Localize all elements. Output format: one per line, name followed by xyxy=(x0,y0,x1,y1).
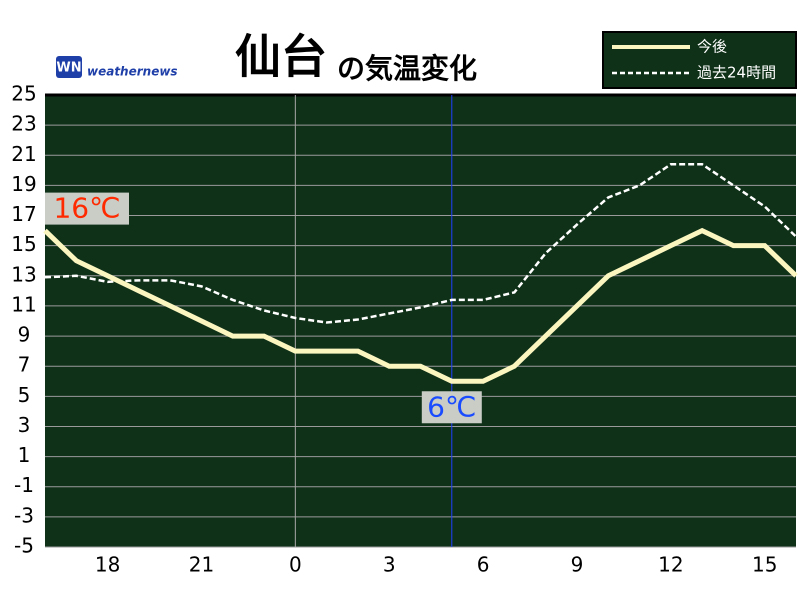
annotation-text: 16℃ xyxy=(53,192,120,225)
past-line xyxy=(44,163,797,324)
y-tick-label: 15 xyxy=(11,232,36,256)
forecast-line xyxy=(43,227,798,384)
annotation-box xyxy=(421,391,482,424)
y-tick-label: 25 xyxy=(11,82,36,106)
y-tick-label: 3 xyxy=(18,413,31,437)
legend-label: 過去24時間 xyxy=(697,64,776,82)
y-tick-label: 21 xyxy=(11,142,36,166)
y-tick-label: 17 xyxy=(11,202,36,226)
y-tick-label: 11 xyxy=(11,292,36,316)
x-tick-label: 3 xyxy=(383,553,396,577)
annotation-text: 6℃ xyxy=(427,390,476,423)
annotation: 6℃ xyxy=(421,390,482,424)
y-tick-label: 23 xyxy=(11,112,36,136)
y-tick-label: 19 xyxy=(11,172,36,196)
y-tick-label: 9 xyxy=(18,323,31,347)
logo-mark: WN xyxy=(56,61,81,76)
x-tick-label: 21 xyxy=(189,553,214,577)
x-tick-label: 12 xyxy=(658,553,683,577)
y-tick-label: 5 xyxy=(18,383,31,407)
y-tick-label: 7 xyxy=(18,353,31,377)
plot-area xyxy=(45,95,796,547)
logo-text: weathernews xyxy=(87,65,178,79)
x-tick-label: 0 xyxy=(289,553,302,577)
logo: WN weathernews xyxy=(56,56,178,79)
x-tick-label: 6 xyxy=(477,553,490,577)
y-tick-label: 1 xyxy=(18,443,31,467)
y-tick-label: 13 xyxy=(11,262,36,286)
y-tick-label: -1 xyxy=(14,473,34,497)
x-tick-label: 9 xyxy=(571,553,584,577)
y-tick-label: -5 xyxy=(14,534,34,558)
x-tick-label: 18 xyxy=(95,553,120,577)
y-tick-label: -3 xyxy=(14,503,34,527)
legend xyxy=(602,31,797,89)
logo-icon xyxy=(56,56,82,78)
legend-label: 今後 xyxy=(697,38,727,56)
annotation: 16℃ xyxy=(45,192,129,225)
chart-subtitle: の気温変化 xyxy=(337,52,477,85)
x-tick-label: 15 xyxy=(752,553,777,577)
annotation-box xyxy=(45,192,129,225)
chart-title: 仙台 xyxy=(235,30,327,84)
